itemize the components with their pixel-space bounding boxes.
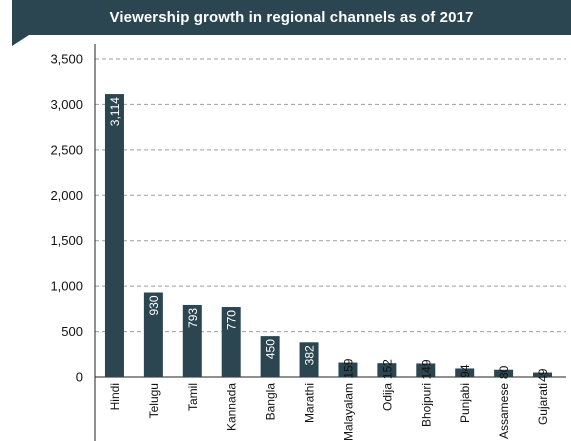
data-label: 3,114 xyxy=(108,97,122,126)
title-bar-notch xyxy=(12,35,29,46)
data-label: 159 xyxy=(341,358,355,378)
y-tick-label: 0 xyxy=(76,370,83,385)
data-label: 930 xyxy=(147,295,161,315)
bar-hindi xyxy=(104,94,124,377)
x-category-label: Bangla xyxy=(264,383,278,421)
y-tick-label: 1,000 xyxy=(50,279,83,294)
bar-assamese xyxy=(494,369,514,377)
bar-telugu xyxy=(143,292,163,377)
bar-bhojpuri xyxy=(416,363,436,377)
x-category-label: Gujarati xyxy=(536,383,550,425)
bars xyxy=(104,94,553,377)
x-category-label: Bhojpuri xyxy=(419,383,433,427)
y-tick-label: 500 xyxy=(61,324,83,339)
data-label: 149 xyxy=(419,359,433,379)
x-category-label: Marathi xyxy=(303,383,317,423)
bar-marathi xyxy=(299,342,319,377)
data-label: 152 xyxy=(380,359,394,379)
data-label: 770 xyxy=(225,310,239,330)
data-label: 450 xyxy=(264,339,278,359)
data-label: 49 xyxy=(536,368,550,382)
bar-gujarati xyxy=(533,372,553,377)
x-category-label: Hindi xyxy=(108,383,122,410)
y-tick-label: 3,500 xyxy=(50,52,83,67)
x-category-label: Assamese xyxy=(497,383,511,439)
data-label: 793 xyxy=(186,308,200,328)
bar-kannada xyxy=(221,307,241,377)
y-tick-label: 3,000 xyxy=(50,97,83,112)
labels: 0 500 1,000 1,500 2,000 2,500 3,000 3,500 3,114 H… xyxy=(50,52,550,441)
y-tick-label: 2,500 xyxy=(50,142,83,157)
chart-title-bar: Viewership growth in regional channels a… xyxy=(12,0,571,35)
bar-punjabi xyxy=(455,368,475,377)
x-category-label: Odija xyxy=(380,383,394,411)
gridlines xyxy=(95,58,566,333)
data-label: 94 xyxy=(458,364,472,378)
bar-bangla xyxy=(260,336,280,377)
y-tick-label: 1,500 xyxy=(50,233,83,248)
chart-title: Viewership growth in regional channels a… xyxy=(109,9,474,26)
bar-tamil xyxy=(182,304,202,377)
bar-malayalam xyxy=(338,362,358,377)
data-label: 80 xyxy=(497,365,511,379)
x-category-label: Tamil xyxy=(186,383,200,411)
bar-odija xyxy=(377,363,397,377)
data-label: 382 xyxy=(303,345,317,365)
x-category-label: Malayalam xyxy=(341,383,355,441)
y-tick-label: 2,000 xyxy=(50,188,83,203)
x-category-label: Punjabi xyxy=(458,383,472,423)
x-category-label: Telugu xyxy=(147,383,161,418)
x-category-label: Kannada xyxy=(225,383,239,431)
axes xyxy=(94,44,566,441)
